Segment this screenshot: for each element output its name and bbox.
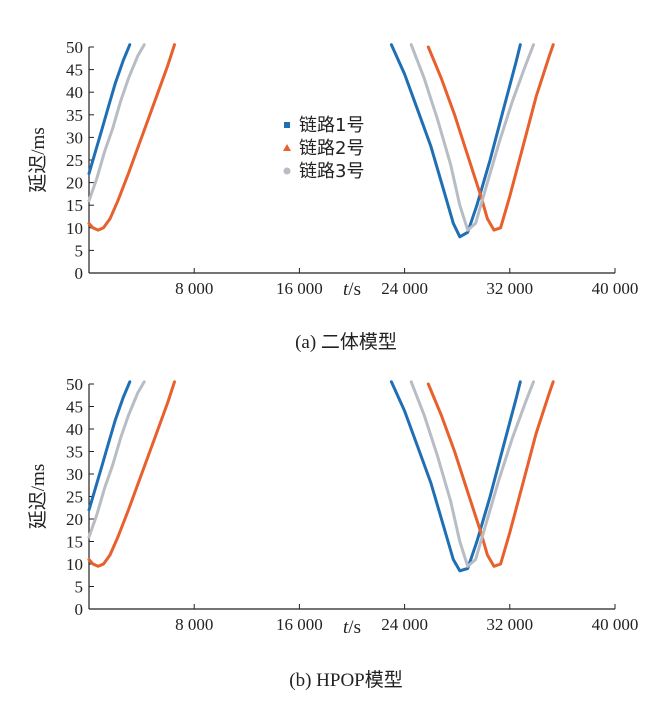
x-tick-label: 8 000 [175, 615, 213, 634]
y-tick-label: 40 [66, 420, 83, 439]
x-axis-label: t/s [343, 617, 361, 638]
y-axis-label: 延迟/ms [27, 464, 49, 529]
y-tick-label: 50 [66, 375, 83, 394]
x-tick-label: 32 000 [486, 279, 533, 298]
y-tick-label: 25 [66, 488, 83, 507]
legend-marker-3 [283, 167, 291, 175]
x-tick-label: 16 000 [276, 615, 323, 634]
chart-panel-a: 0 5 10 15 20 25 30 35 40 45 50 8 000 16 000 24 000 32 … [27, 38, 638, 353]
y-tick-label: 15 [66, 533, 83, 552]
y-tick-label: 5 [75, 241, 84, 260]
legend-label-1: 链路1号 [299, 115, 364, 136]
x-tick-label: 24 000 [381, 615, 428, 634]
y-tick-label: 30 [66, 465, 83, 484]
x-tick-label: 24 000 [381, 279, 428, 298]
series-line-3 [409, 43, 535, 232]
y-tick-label: 10 [66, 555, 83, 574]
chart-panel-b: 0 5 10 15 20 25 30 35 40 45 50 8 000 16 000 24 000 32 … [27, 375, 638, 691]
x-axis-label: t/s [343, 279, 361, 300]
series-line-2 [87, 380, 176, 568]
x-tick-label: 8 000 [175, 279, 213, 298]
legend-marker-2 [283, 144, 291, 151]
legend-marker-1 [284, 122, 290, 128]
series-line-1 [389, 43, 522, 239]
y-tick-label: 40 [66, 83, 83, 102]
y-tick-label: 35 [66, 443, 83, 462]
y-tick-label: 5 [75, 578, 84, 597]
x-tick-label: 40 000 [592, 615, 639, 634]
x-tick-label: 40 000 [592, 279, 639, 298]
chart-caption: (b) HPOP模型 [289, 669, 402, 691]
y-tick-label: 15 [66, 196, 83, 215]
series-line-1 [389, 380, 522, 573]
y-tick-label: 25 [66, 151, 83, 170]
y-tick-label: 0 [75, 600, 84, 619]
y-axis-label: 延迟/ms [27, 127, 49, 192]
series-line-2 [87, 43, 176, 232]
y-tick-label: 20 [66, 510, 83, 529]
x-tick-label: 32 000 [486, 615, 533, 634]
y-tick-label: 45 [66, 398, 83, 417]
y-tick-label: 20 [66, 174, 83, 193]
series-line-3 [409, 380, 535, 568]
series-line-2 [426, 43, 555, 232]
y-tick-label: 35 [66, 106, 83, 125]
x-tick-label: 16 000 [276, 279, 323, 298]
legend-label-2: 链路2号 [299, 138, 364, 159]
y-tick-label: 0 [75, 264, 84, 283]
y-tick-label: 45 [66, 61, 83, 80]
series-line-1 [87, 43, 132, 176]
y-tick-label: 50 [66, 38, 83, 57]
y-tick-label: 30 [66, 128, 83, 147]
chart-caption: (a) 二体模型 [295, 331, 397, 353]
series-line-3 [87, 380, 146, 539]
y-tick-label: 10 [66, 219, 83, 238]
series-line-2 [426, 380, 555, 568]
series-line-1 [87, 380, 132, 512]
series-line-3 [87, 43, 146, 203]
legend-label-3: 链路3号 [299, 161, 364, 182]
